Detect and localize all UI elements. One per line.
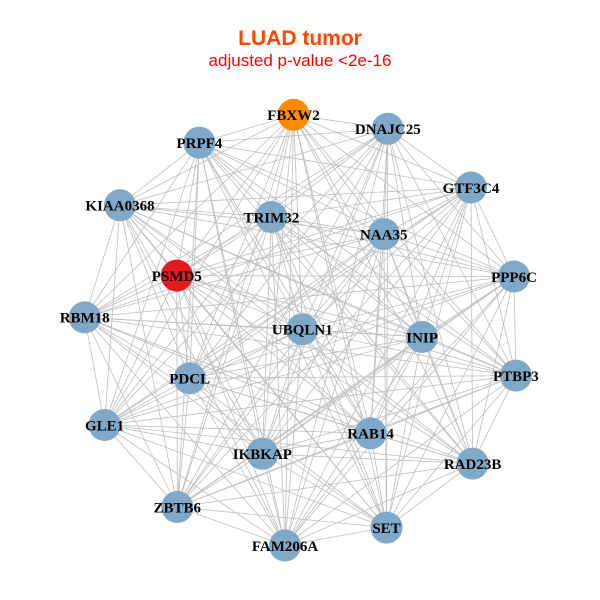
svg-text:RBM18: RBM18 <box>60 311 110 327</box>
svg-text:SET: SET <box>372 521 400 537</box>
svg-text:GTF3C4: GTF3C4 <box>443 181 500 197</box>
svg-text:PSMD5: PSMD5 <box>152 269 202 285</box>
svg-text:IKBKAP: IKBKAP <box>233 447 292 463</box>
svg-text:FBXW2: FBXW2 <box>267 108 320 124</box>
svg-text:GLE1: GLE1 <box>85 418 124 434</box>
svg-text:DNAJC25: DNAJC25 <box>355 122 421 138</box>
svg-text:KIAA0368: KIAA0368 <box>85 199 154 215</box>
svg-text:RAB14: RAB14 <box>347 427 394 443</box>
svg-text:PRPF4: PRPF4 <box>176 136 222 152</box>
svg-text:ZBTB6: ZBTB6 <box>154 500 202 516</box>
svg-text:INIP: INIP <box>406 330 438 346</box>
svg-text:NAA35: NAA35 <box>360 227 408 243</box>
svg-text:RAD23B: RAD23B <box>444 457 502 473</box>
svg-text:PTBP3: PTBP3 <box>493 369 539 385</box>
svg-text:UBQLN1: UBQLN1 <box>272 323 333 339</box>
svg-text:LUAD tumor: LUAD tumor <box>238 27 362 50</box>
svg-text:PDCL: PDCL <box>169 372 210 388</box>
svg-text:PPP6C: PPP6C <box>491 270 537 286</box>
svg-text:TRIM32: TRIM32 <box>243 210 299 226</box>
svg-text:adjusted p-value <2e-16: adjusted p-value <2e-16 <box>209 51 392 70</box>
svg-text:FAM206A: FAM206A <box>252 539 319 555</box>
